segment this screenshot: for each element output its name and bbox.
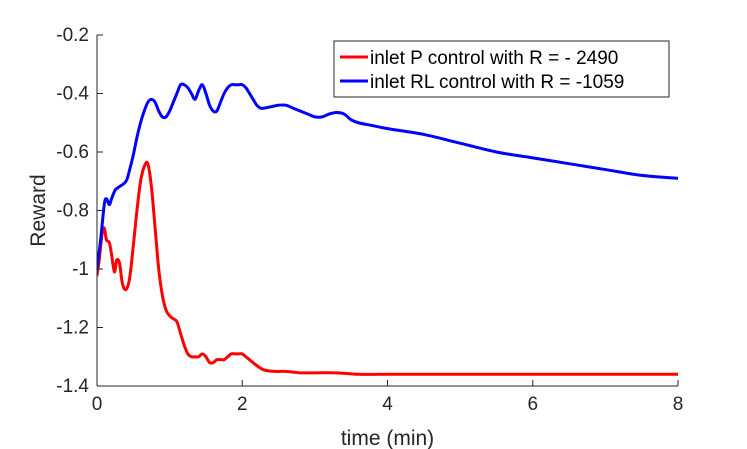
legend-box bbox=[333, 40, 670, 98]
y-tick-label: -0.8 bbox=[56, 201, 89, 222]
y-tick-label: -0.2 bbox=[56, 25, 89, 46]
series-group bbox=[97, 82, 678, 376]
y-axis-title: Reward bbox=[27, 174, 50, 246]
plot-area bbox=[97, 82, 678, 376]
y-tick-label: -1.4 bbox=[56, 376, 89, 397]
legend-label-1: inlet RL control with R = -1059 bbox=[370, 72, 624, 93]
x-tick-label: 2 bbox=[237, 394, 248, 415]
x-tick-label: 6 bbox=[527, 394, 538, 415]
legend-label-0: inlet P control with R = - 2490 bbox=[370, 48, 618, 69]
tick-labels: 0 2 4 6 8 -0.2 -0.4 -0.6 -0.8 -1 -1.2 -1.4 bbox=[56, 25, 683, 415]
y-tick-label: -0.6 bbox=[56, 142, 89, 163]
series-line-1 bbox=[97, 82, 678, 271]
x-tick-label: 4 bbox=[382, 394, 393, 415]
x-tick-label: 8 bbox=[673, 394, 684, 415]
y-tick-label: -0.4 bbox=[56, 84, 89, 105]
y-tick-label: -1 bbox=[72, 259, 89, 280]
x-tick-label: 0 bbox=[92, 394, 103, 415]
axes bbox=[96, 34, 679, 387]
series-line-0 bbox=[97, 160, 678, 376]
y-tick-label: -1.2 bbox=[56, 318, 89, 339]
x-axis-title: time (min) bbox=[341, 427, 434, 449]
legend: inlet P control with R = - 2490 inlet RL … bbox=[333, 40, 670, 98]
